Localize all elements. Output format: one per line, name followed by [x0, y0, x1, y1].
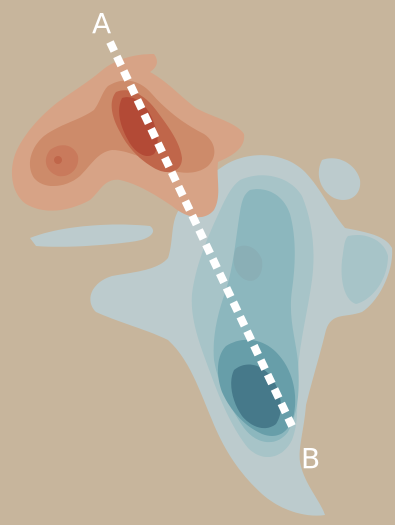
- warm-anomaly-spot: [54, 156, 62, 164]
- warm-anomaly-level-3-west: [45, 145, 79, 177]
- transect-end-label: B: [301, 442, 320, 475]
- transect-start-label: A: [92, 7, 111, 40]
- transect-line: [106, 40, 296, 428]
- cool-anomaly-region: [30, 155, 393, 516]
- cool-anomaly-level-2-east: [341, 234, 388, 304]
- warm-anomaly-region: [11, 54, 245, 218]
- cool-anomaly-level-1-streak: [30, 224, 154, 247]
- warm-anomaly-level-4: [119, 97, 158, 157]
- cool-anomaly-level-1-island: [318, 158, 361, 200]
- transect: A B: [92, 7, 320, 475]
- cool-anomaly-level-4-upper: [233, 245, 263, 281]
